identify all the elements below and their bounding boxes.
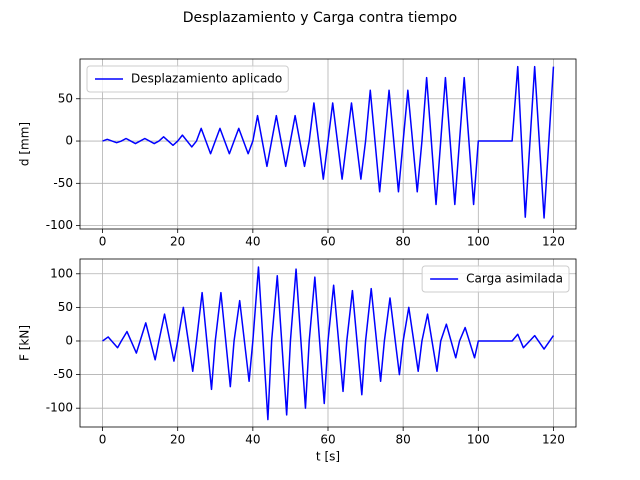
axes-frame — [79, 58, 577, 230]
y-tick-label: 100 — [50, 266, 73, 280]
y-tick-label: -100 — [46, 401, 73, 415]
x-axis-label: t [s] — [316, 450, 340, 464]
x-tick-label: 60 — [320, 235, 335, 249]
x-tick-label: 120 — [542, 235, 565, 249]
x-tick-label: 20 — [170, 433, 185, 447]
axes-frame — [79, 258, 577, 428]
x-tick-label: 80 — [396, 235, 411, 249]
x-tick-label: 80 — [396, 433, 411, 447]
x-tick-label: 20 — [170, 235, 185, 249]
legend-label: Carga asimilada — [466, 272, 563, 286]
data-line — [102, 266, 555, 421]
data-line — [102, 65, 555, 219]
x-tick-label: 120 — [542, 433, 565, 447]
y-tick-label: 0 — [65, 333, 73, 347]
y-axis-label: d [mm] — [18, 122, 32, 166]
y-tick-label: 50 — [58, 91, 73, 105]
x-tick-label: 0 — [99, 235, 107, 249]
x-tick-label: 40 — [245, 235, 260, 249]
x-tick-label: 100 — [467, 433, 490, 447]
x-tick-label: 0 — [99, 433, 107, 447]
y-tick-label: -50 — [53, 367, 73, 381]
legend-box — [421, 265, 570, 293]
y-tick-label: -50 — [53, 176, 73, 190]
figure-title: Desplazamiento y Carga contra tiempo — [183, 10, 458, 26]
x-tick-label: 100 — [467, 235, 490, 249]
y-tick-label: 0 — [65, 134, 73, 148]
y-tick-label: -100 — [46, 218, 73, 232]
legend-box — [86, 65, 289, 93]
x-tick-label: 40 — [245, 433, 260, 447]
x-tick-label: 60 — [320, 433, 335, 447]
y-tick-label: 50 — [58, 300, 73, 314]
y-axis-label: F [kN] — [18, 325, 32, 361]
legend-label: Desplazamiento aplicado — [131, 72, 282, 86]
